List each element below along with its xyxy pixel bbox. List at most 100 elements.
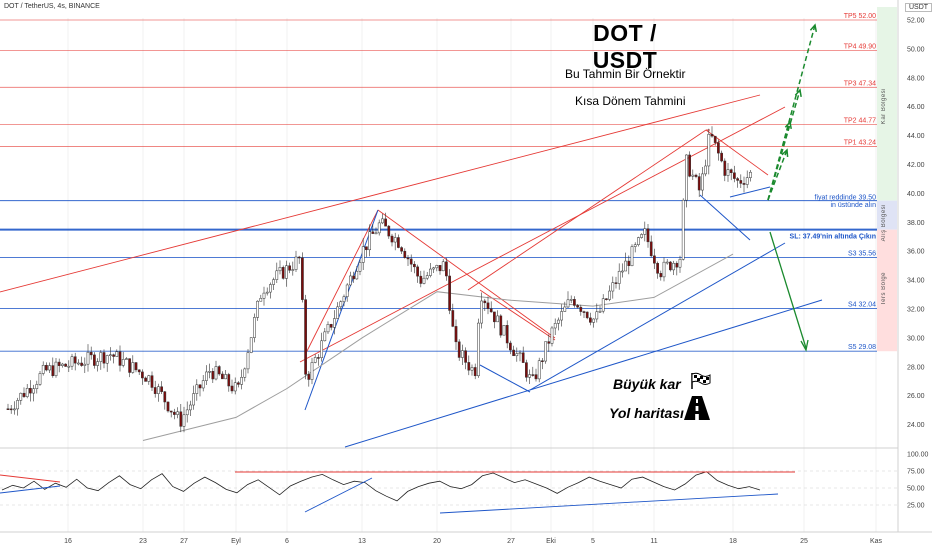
candle	[217, 366, 221, 375]
candle	[29, 387, 32, 394]
price-tick-label: 26.00	[907, 393, 925, 400]
candle	[611, 282, 615, 292]
candle	[246, 352, 250, 370]
candle	[109, 354, 112, 356]
candle	[608, 290, 611, 300]
candle	[736, 178, 739, 181]
candle	[345, 284, 349, 297]
big-profit-label: Büyük kar	[613, 376, 681, 392]
level-label-tp3: TP3 47.34	[844, 80, 876, 87]
buy-zone	[877, 200, 897, 230]
candle	[131, 362, 135, 373]
candle	[646, 228, 650, 243]
candle	[579, 306, 583, 312]
candle	[451, 310, 455, 327]
candle	[515, 353, 519, 357]
oscillator-support	[0, 485, 61, 494]
time-tick-label: Kas	[870, 538, 883, 545]
price-tick-label: 46.00	[907, 104, 925, 111]
level-label-tp4: TP4 49.90	[844, 43, 876, 50]
entry-level-label: fiyat reddinde 39.50	[815, 195, 877, 202]
candle	[518, 352, 522, 355]
candle	[147, 375, 151, 382]
time-tick-label: Eki	[546, 538, 556, 545]
candle	[659, 273, 663, 278]
price-tick-label: 48.00	[907, 75, 925, 82]
candle	[265, 291, 269, 294]
candle	[429, 268, 432, 276]
candle	[614, 282, 618, 284]
candle	[93, 354, 96, 366]
candle	[16, 400, 19, 410]
candle	[438, 265, 442, 272]
candle	[269, 284, 272, 293]
candle	[227, 374, 231, 387]
candle	[144, 377, 147, 382]
candle	[432, 267, 435, 270]
candle	[560, 311, 563, 321]
candle	[729, 169, 733, 174]
candle	[662, 261, 666, 278]
roadmap-label: Yol haritası	[609, 405, 684, 421]
road-icon	[683, 395, 711, 421]
candle	[134, 362, 138, 371]
candle	[368, 231, 371, 251]
candle	[342, 296, 346, 302]
oscillator-support	[304, 477, 373, 513]
candle	[675, 262, 679, 268]
price-tick-label: 52.00	[907, 18, 925, 25]
candle	[704, 165, 707, 175]
candle	[573, 299, 576, 306]
candle	[320, 340, 323, 358]
support-trendline	[699, 194, 751, 241]
candle	[550, 327, 554, 344]
candle	[742, 183, 746, 185]
candle	[243, 368, 247, 378]
candle	[409, 258, 413, 265]
candle	[384, 218, 387, 227]
candle	[48, 365, 51, 371]
chart-title: DOT / USDT	[592, 20, 658, 73]
candle	[557, 319, 560, 324]
candle	[237, 382, 240, 385]
candle	[153, 387, 157, 394]
candle	[390, 235, 394, 243]
candle	[403, 250, 407, 258]
candle	[585, 311, 589, 319]
candle	[61, 363, 64, 366]
candle	[102, 352, 106, 364]
candle	[710, 134, 714, 137]
candle	[358, 262, 362, 272]
candle	[278, 267, 282, 272]
time-tick-label: 18	[729, 538, 737, 545]
resistance-trendline	[0, 94, 761, 293]
candle	[125, 358, 128, 360]
oscillator-tick-label: 50.00	[907, 486, 925, 493]
candle	[205, 371, 208, 381]
currency-label[interactable]: USDT	[905, 3, 932, 12]
level-label-tp2: TP2 44.77	[844, 117, 876, 124]
candle	[691, 174, 695, 177]
profit-zone	[877, 6, 897, 201]
candle	[54, 361, 58, 376]
candle	[467, 362, 471, 371]
candle	[653, 255, 656, 264]
candle	[198, 384, 202, 389]
time-tick-label: Eyl	[231, 538, 241, 545]
candle	[566, 299, 570, 308]
candle	[685, 154, 688, 201]
candle	[713, 135, 717, 143]
candle	[163, 391, 167, 403]
candle	[195, 384, 199, 394]
candle	[569, 299, 573, 301]
candle	[32, 388, 35, 394]
candle	[221, 373, 224, 380]
candle	[169, 410, 173, 413]
buy-zone-label: Alış Bölgesi	[881, 204, 887, 242]
oscillator-tick-label: 100.00	[907, 452, 929, 459]
candle	[720, 152, 723, 162]
level-label-tp5: TP5 52.00	[844, 13, 876, 20]
candle	[477, 322, 480, 377]
